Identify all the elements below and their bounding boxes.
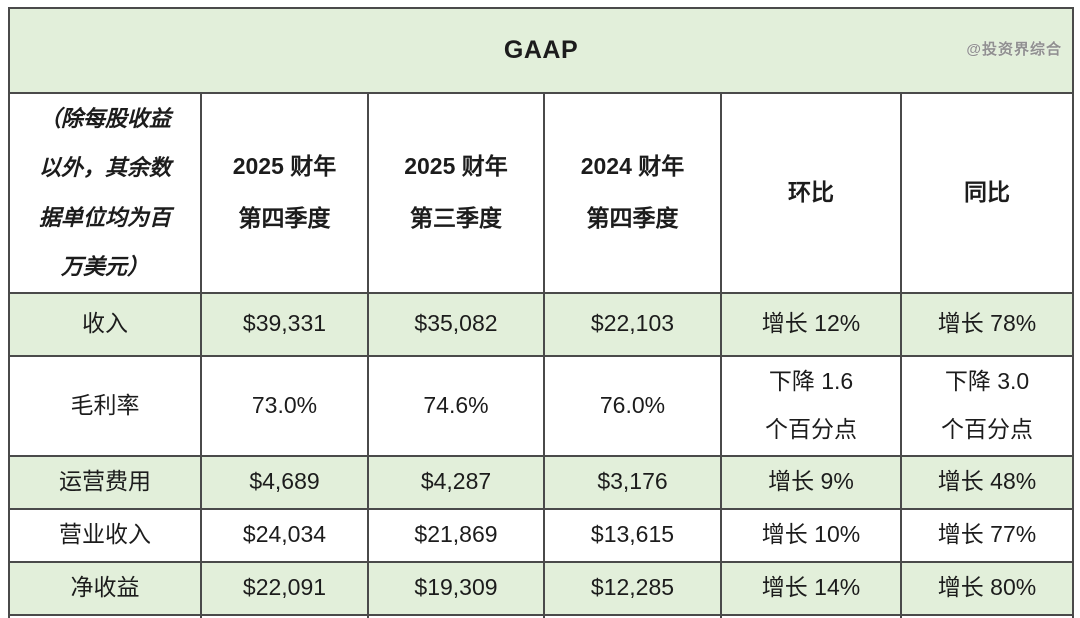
column-header-fy24-q4: 2024 财年 第四季度 xyxy=(543,91,722,294)
table-title: GAAP xyxy=(503,35,579,64)
row-label: 收入 xyxy=(8,291,202,357)
table-title-cell: GAAP @投资界综合 xyxy=(7,7,1075,94)
cell-qoq: 增长 14% xyxy=(720,613,902,618)
table-title-row: GAAP @投资界综合 xyxy=(7,7,1075,94)
cell-fy24-q4: $13,615 xyxy=(543,507,722,563)
unit-note: （除每股收益 以外，其余数 据单位均为百 万美元） xyxy=(8,91,202,294)
table-row-net-income: 净收益 $22,091 $19,309 $12,285 增长 14% 增长 80… xyxy=(8,560,1075,616)
cell-yoy: 增长 82% xyxy=(899,613,1075,618)
cell-fy24-q4: $0.49 xyxy=(543,613,722,618)
cell-fy25-q4: $4,689 xyxy=(200,454,369,510)
cell-qoq: 下降 1.6 个百分点 xyxy=(720,354,902,457)
cell-fy25-q3: $21,869 xyxy=(367,507,545,563)
cell-yoy: 增长 78% xyxy=(899,291,1075,357)
cell-fy24-q4: $12,285 xyxy=(543,560,722,616)
cell-fy25-q4: $0.89 xyxy=(200,613,369,618)
cell-fy25-q3: $35,082 xyxy=(367,291,545,357)
column-header-row: （除每股收益 以外，其余数 据单位均为百 万美元） 2025 财年 第四季度 2… xyxy=(8,91,1075,294)
cell-fy24-q4: $3,176 xyxy=(543,454,722,510)
cell-fy25-q4: $39,331 xyxy=(200,291,369,357)
table-row-gross-margin: 毛利率 73.0% 74.6% 76.0% 下降 1.6 个百分点 下降 3.0… xyxy=(8,354,1075,457)
cell-fy25-q3: $4,287 xyxy=(367,454,545,510)
watermark: @投资界综合 xyxy=(966,41,1063,58)
cell-qoq: 增长 14% xyxy=(720,560,902,616)
cell-fy25-q3: $0.78 xyxy=(367,613,545,618)
column-header-fy25-q3: 2025 财年 第三季度 xyxy=(367,91,545,294)
column-header-qoq: 环比 xyxy=(720,91,902,294)
row-label: 运营费用 xyxy=(8,454,202,510)
table-row-revenue: 收入 $39,331 $35,082 $22,103 增长 12% 增长 78% xyxy=(8,291,1075,357)
cell-yoy: 增长 77% xyxy=(899,507,1075,563)
cell-fy25-q4: $24,034 xyxy=(200,507,369,563)
cell-qoq: 增长 12% xyxy=(720,291,902,357)
table-row-operating-expenses: 运营费用 $4,689 $4,287 $3,176 增长 9% 增长 48% xyxy=(8,454,1075,510)
table-row-diluted-eps: 摊薄每股收益* $0.89 $0.78 $0.49 增长 14% 增长 82% xyxy=(8,613,1075,618)
cell-fy24-q4: $22,103 xyxy=(543,291,722,357)
column-header-yoy: 同比 xyxy=(899,91,1075,294)
row-label: 净收益 xyxy=(8,560,202,616)
row-label: 营业收入 xyxy=(8,507,202,563)
cell-fy25-q3: 74.6% xyxy=(367,354,545,457)
table-row-operating-income: 营业收入 $24,034 $21,869 $13,615 增长 10% 增长 7… xyxy=(8,507,1075,563)
cell-qoq: 增长 10% xyxy=(720,507,902,563)
column-header-fy25-q4: 2025 财年 第四季度 xyxy=(200,91,369,294)
gaap-table: GAAP @投资界综合 （除每股收益 以外，其余数 据单位均为百 万美元） 20… xyxy=(7,7,1075,618)
cell-fy24-q4: 76.0% xyxy=(543,354,722,457)
cell-fy25-q4: 73.0% xyxy=(200,354,369,457)
cell-qoq: 增长 9% xyxy=(720,454,902,510)
cell-yoy: 增长 48% xyxy=(899,454,1075,510)
row-label: 毛利率 xyxy=(8,354,202,457)
cell-yoy: 下降 3.0 个百分点 xyxy=(899,354,1075,457)
cell-fy25-q4: $22,091 xyxy=(200,560,369,616)
row-label: 摊薄每股收益* xyxy=(8,613,202,618)
cell-yoy: 增长 80% xyxy=(899,560,1075,616)
cell-fy25-q3: $19,309 xyxy=(367,560,545,616)
